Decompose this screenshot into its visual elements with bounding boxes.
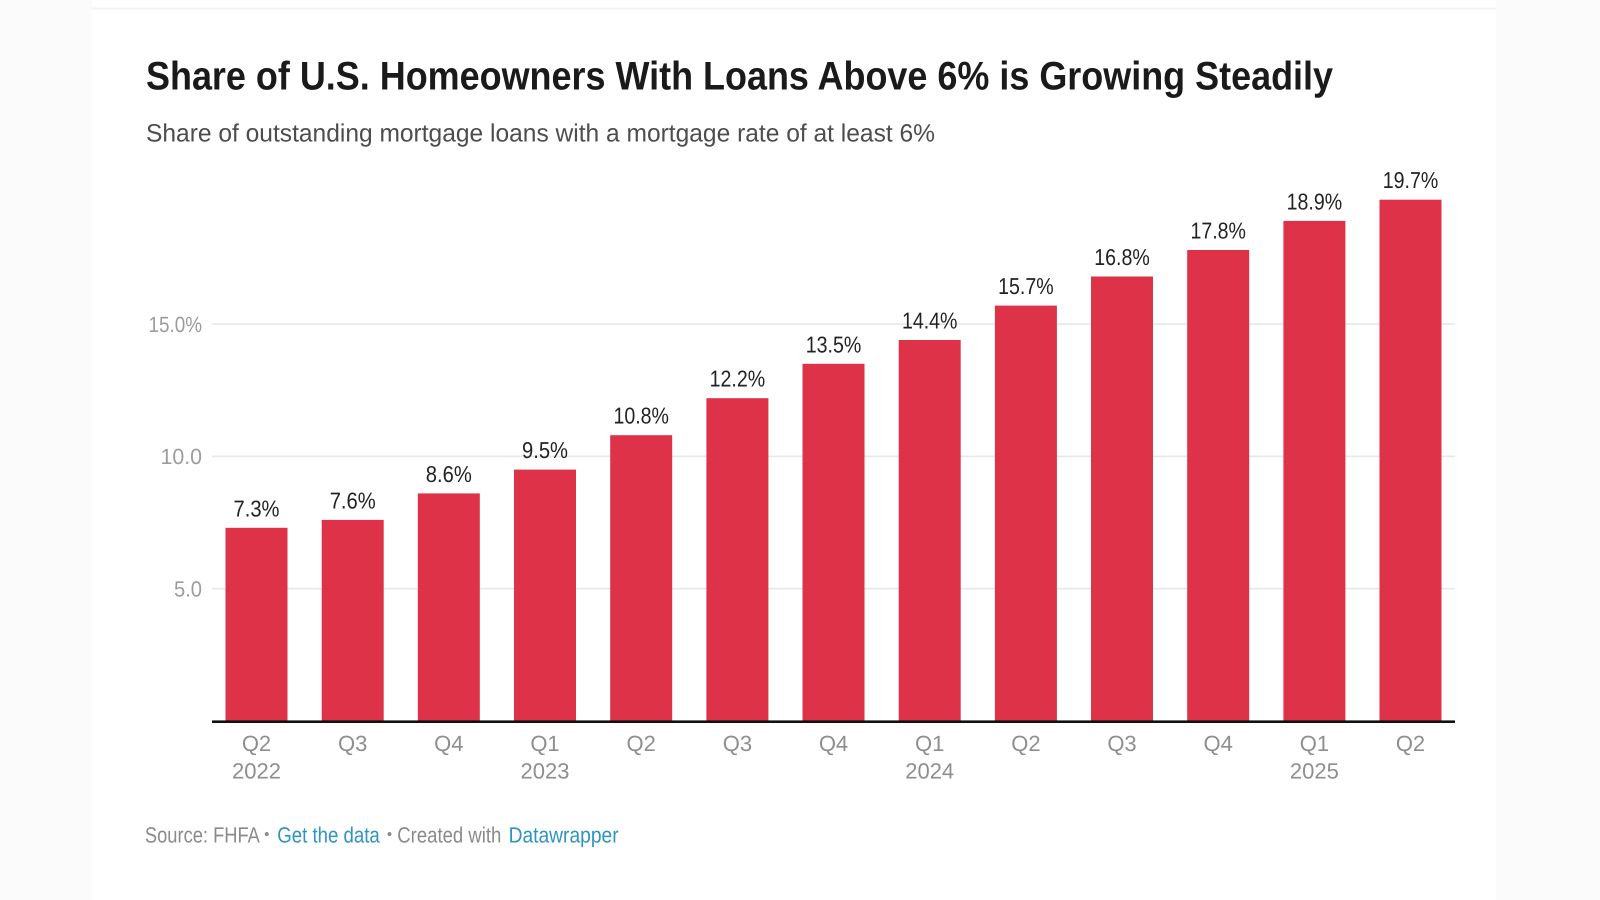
- svg-text:Q1: Q1: [530, 731, 559, 756]
- svg-text:Get the data: Get the data: [277, 823, 380, 848]
- svg-text:Q2: Q2: [627, 731, 656, 756]
- svg-text:Q3: Q3: [1107, 731, 1136, 756]
- svg-text:•: •: [264, 826, 269, 843]
- svg-text:8.6%: 8.6%: [426, 461, 472, 487]
- svg-text:2025: 2025: [1290, 759, 1339, 784]
- svg-text:Q3: Q3: [723, 731, 752, 756]
- svg-text:Q4: Q4: [819, 731, 848, 756]
- svg-text:2024: 2024: [905, 759, 954, 784]
- svg-text:Q1: Q1: [915, 731, 944, 756]
- svg-text:Q4: Q4: [434, 731, 463, 756]
- svg-text:15.7%: 15.7%: [998, 273, 1054, 299]
- svg-text:Share of U.S. Homeowners With: Share of U.S. Homeowners With Loans Abov…: [146, 55, 1334, 99]
- svg-text:Q4: Q4: [1204, 731, 1233, 756]
- svg-text:•: •: [387, 826, 392, 843]
- svg-text:10.8%: 10.8%: [613, 403, 669, 429]
- svg-text:14.4%: 14.4%: [902, 308, 958, 334]
- svg-text:Q3: Q3: [338, 731, 367, 756]
- svg-text:Q1: Q1: [1300, 731, 1329, 756]
- svg-text:13.5%: 13.5%: [806, 331, 862, 357]
- svg-text:18.9%: 18.9%: [1287, 188, 1343, 214]
- svg-text:12.2%: 12.2%: [710, 366, 766, 392]
- svg-text:Created with: Created with: [397, 823, 501, 848]
- svg-text:9.5%: 9.5%: [522, 437, 568, 463]
- svg-text:2023: 2023: [521, 759, 570, 784]
- svg-text:Q2: Q2: [1396, 731, 1425, 756]
- svg-text:Datawrapper: Datawrapper: [509, 823, 619, 848]
- svg-text:Source: FHFA: Source: FHFA: [145, 823, 260, 848]
- svg-text:7.3%: 7.3%: [234, 495, 280, 521]
- svg-text:Q2: Q2: [242, 731, 271, 756]
- svg-text:10.0: 10.0: [161, 444, 203, 469]
- svg-text:17.8%: 17.8%: [1190, 218, 1246, 244]
- svg-text:15.0%: 15.0%: [149, 312, 203, 337]
- svg-text:Q2: Q2: [1011, 731, 1040, 756]
- svg-text:5.0: 5.0: [174, 576, 202, 601]
- svg-text:2022: 2022: [232, 759, 281, 784]
- svg-text:19.7%: 19.7%: [1383, 167, 1439, 193]
- svg-text:16.8%: 16.8%: [1094, 244, 1150, 270]
- svg-text:Share of outstanding mortgage: Share of outstanding mortgage loans with…: [146, 120, 935, 148]
- svg-text:7.6%: 7.6%: [330, 487, 376, 513]
